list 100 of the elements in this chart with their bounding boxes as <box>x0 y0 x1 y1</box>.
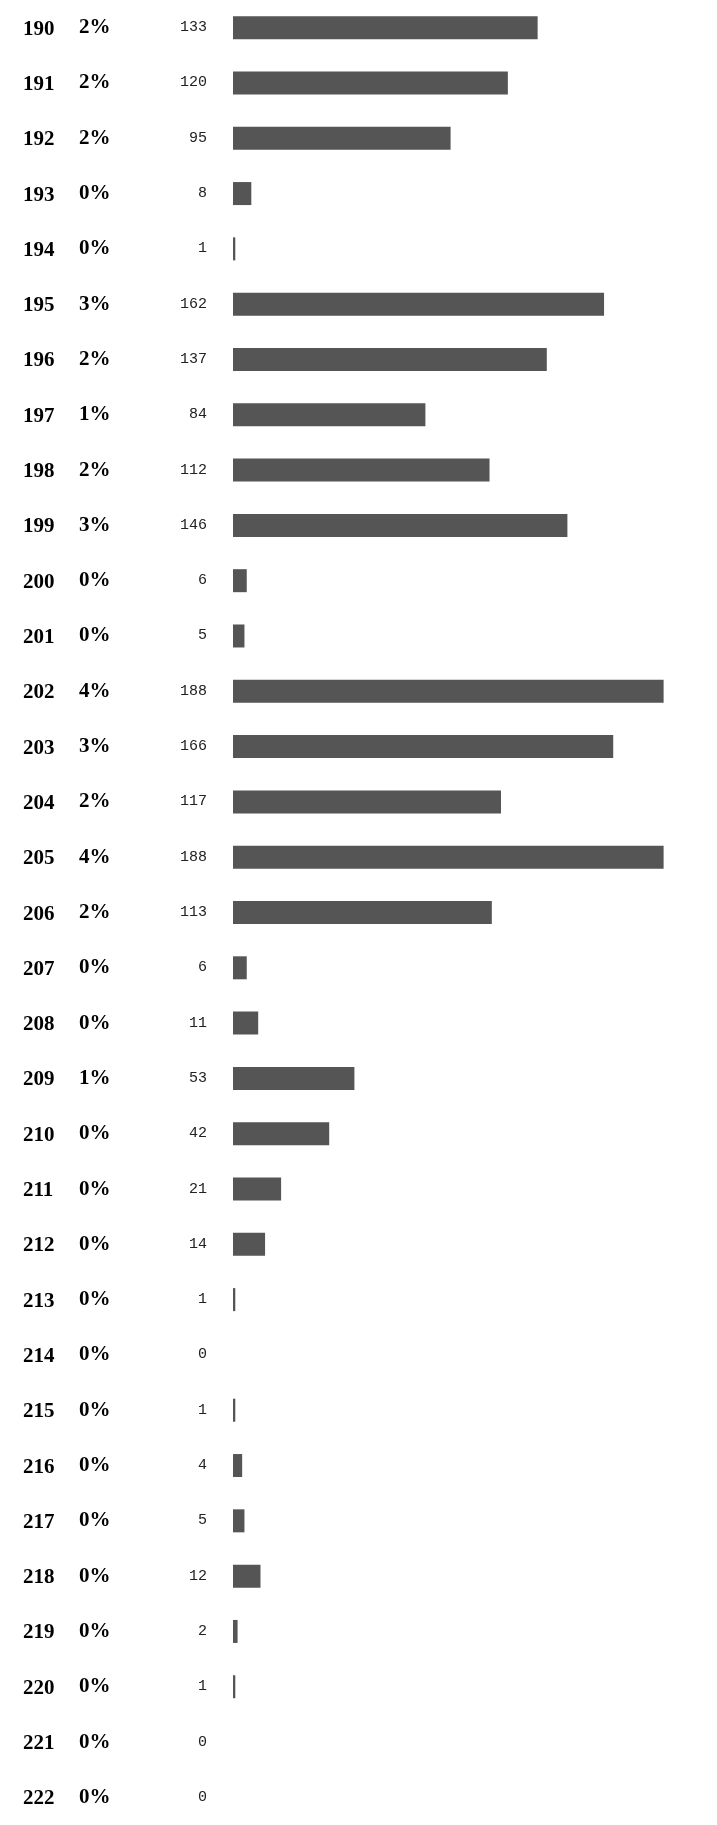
bar <box>233 1564 261 1588</box>
y-tick-label: 203 <box>23 734 55 759</box>
y-tick-label: 208 <box>23 1011 55 1036</box>
text: 0% <box>79 1507 111 1532</box>
bar <box>233 901 492 924</box>
y-tick-label: 213 <box>23 1287 55 1312</box>
text: 0% <box>79 180 111 205</box>
y-tick-label: 193 <box>23 181 55 206</box>
bar <box>233 1509 245 1533</box>
data-label: 120 <box>179 74 207 92</box>
y-tick-label: 217 <box>23 1508 55 1533</box>
text: 2% <box>79 69 111 94</box>
bar <box>233 403 426 427</box>
data-label: 6 <box>197 572 207 590</box>
bar <box>233 1454 243 1478</box>
text: 2% <box>79 899 111 923</box>
bar <box>233 956 247 980</box>
data-label: 53 <box>188 1069 207 1087</box>
bar <box>233 292 605 316</box>
y-tick-label: 199 <box>23 513 55 538</box>
y-tick-label: 218 <box>23 1564 55 1589</box>
data-label: 2 <box>197 1622 207 1640</box>
data-label: 14 <box>188 1235 207 1253</box>
data-label: 0 <box>197 1346 207 1364</box>
text: 0% <box>79 1009 111 1034</box>
data-label: 95 <box>188 129 207 147</box>
y-tick-label: 205 <box>23 845 55 870</box>
data-label: 8 <box>197 185 207 203</box>
text: 2% <box>79 124 111 149</box>
text: 0% <box>79 1230 111 1255</box>
y-tick-label: 222 <box>23 1785 55 1810</box>
y-tick-label: 210 <box>23 1121 55 1146</box>
y-tick-label: 202 <box>23 679 55 704</box>
data-label: 11 <box>188 1014 207 1032</box>
text: 0% <box>79 567 111 592</box>
data-label: 137 <box>179 350 207 368</box>
y-tick-label: 200 <box>23 568 55 593</box>
data-label: 1 <box>197 1291 207 1309</box>
bar <box>233 790 501 814</box>
y-tick-label: 192 <box>23 126 55 151</box>
data-label: 188 <box>179 848 207 866</box>
y-tick-label: 221 <box>23 1730 55 1755</box>
data-label: 188 <box>179 682 207 700</box>
data-label: 1 <box>197 1678 207 1696</box>
text: 2% <box>79 345 111 370</box>
bar <box>233 1122 330 1146</box>
y-tick-label: 196 <box>23 347 55 372</box>
bar <box>233 1619 238 1643</box>
text: 0% <box>79 1286 111 1311</box>
data-label: 117 <box>179 793 207 811</box>
text: 0% <box>79 1452 111 1477</box>
text: 0% <box>79 954 111 979</box>
y-tick-label: 211 <box>23 1177 54 1202</box>
data-label: 113 <box>179 904 207 921</box>
y-tick-label: 195 <box>23 292 55 317</box>
text: 3% <box>79 733 111 758</box>
text: 1% <box>79 1064 111 1089</box>
y-tick-label: 194 <box>23 236 55 261</box>
data-label: 5 <box>197 627 207 645</box>
bar <box>233 1011 259 1035</box>
bar <box>233 1066 355 1090</box>
data-label: 42 <box>188 1125 207 1143</box>
data-label: 0 <box>197 1788 207 1806</box>
bar <box>233 735 614 759</box>
text: 0% <box>79 1673 111 1698</box>
y-tick-label: 216 <box>23 1453 55 1478</box>
data-label: 12 <box>188 1567 207 1585</box>
y-tick-label: 219 <box>23 1619 55 1644</box>
y-tick-label: 191 <box>23 70 55 95</box>
y-tick-label: 215 <box>23 1398 55 1423</box>
text: 3% <box>79 290 111 315</box>
y-tick-label: 201 <box>23 623 55 648</box>
bar <box>233 347 547 371</box>
text: 0% <box>79 1562 111 1587</box>
text: 0% <box>79 1396 111 1421</box>
bar <box>233 71 508 95</box>
data-label: 1 <box>197 1401 207 1419</box>
data-label: 4 <box>197 1457 207 1475</box>
bar <box>233 513 568 537</box>
y-tick-label: 198 <box>23 458 55 483</box>
y-tick-label: 190 <box>23 15 55 40</box>
text: 4% <box>79 677 111 702</box>
data-label: 84 <box>188 406 207 424</box>
bar <box>233 569 247 593</box>
text: 0% <box>79 1783 111 1808</box>
text: 2% <box>79 456 111 481</box>
text: 0% <box>79 1341 111 1366</box>
bar <box>233 458 490 482</box>
text: 0% <box>79 1728 111 1753</box>
text: 2% <box>79 14 111 39</box>
y-tick-label: 212 <box>23 1232 55 1257</box>
data-label: 0 <box>197 1733 207 1751</box>
bar <box>233 624 245 648</box>
text: 1% <box>79 401 111 426</box>
text: 3% <box>79 511 111 536</box>
data-label: 21 <box>188 1180 207 1198</box>
text: 0% <box>79 622 111 647</box>
data-label: 1 <box>197 240 207 258</box>
data-label: 5 <box>197 1512 207 1530</box>
y-tick-label: 197 <box>23 402 55 427</box>
